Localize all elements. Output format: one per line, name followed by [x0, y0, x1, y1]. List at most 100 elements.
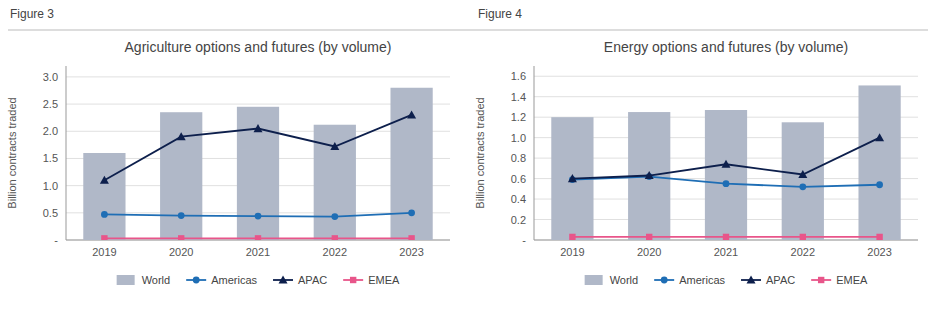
separator — [8, 30, 928, 31]
marker — [332, 235, 338, 240]
legend-swatch — [117, 275, 135, 285]
legend-marker — [818, 277, 824, 283]
marker — [723, 234, 729, 240]
marker — [255, 213, 262, 220]
legend-label: APAC — [766, 274, 795, 286]
marker — [331, 213, 338, 220]
y-tick-label: 1.5 — [43, 152, 58, 164]
y-tick-label: 1.4 — [511, 91, 526, 103]
legend-item: APAC — [273, 274, 327, 286]
bar — [314, 125, 356, 240]
marker — [645, 171, 654, 179]
bar — [83, 153, 125, 240]
grid-line — [534, 76, 918, 77]
line — [572, 177, 879, 187]
chart-root: Figure 3 Agriculture options and futures … — [0, 0, 936, 334]
x-tick-label: 2021 — [246, 246, 270, 258]
marker — [177, 132, 186, 140]
y-tick-label: 2.0 — [43, 125, 58, 137]
legend-label: World — [610, 274, 639, 286]
marker — [178, 212, 185, 219]
legend: World Americas APAC EMEA — [117, 274, 400, 286]
marker — [646, 234, 652, 240]
x-tick-label: 2022 — [791, 246, 815, 258]
y-tick-label: 0.2 — [511, 214, 526, 226]
x-tick-label: 2022 — [323, 246, 347, 258]
line-series — [568, 133, 884, 182]
bar — [237, 107, 279, 240]
line-series — [101, 209, 415, 220]
chart-title: Energy options and futures (by volume) — [604, 39, 848, 55]
y-axis-line — [534, 66, 535, 240]
marker — [101, 211, 108, 218]
chart-title: Agriculture options and futures (by volu… — [125, 39, 392, 55]
y-tick-label: 0.4 — [511, 193, 526, 205]
x-tick-label: 2019 — [560, 246, 584, 258]
line — [104, 115, 411, 180]
legend: World Americas APAC EMEA — [585, 274, 868, 286]
y-tick-label: 0.6 — [511, 173, 526, 185]
x-tick-label: 2020 — [169, 246, 193, 258]
grid-line — [66, 76, 450, 77]
plot-area — [83, 88, 432, 240]
x-tick-label: 2023 — [399, 246, 423, 258]
y-tick-label: 1.0 — [43, 180, 58, 192]
legend-label: EMEA — [836, 274, 868, 286]
marker — [100, 176, 109, 184]
bar-series — [551, 85, 900, 240]
y-tick-label: - — [522, 234, 526, 246]
legend-item: EMEA — [343, 274, 400, 286]
line — [572, 138, 879, 179]
y-tick-label: 1.0 — [511, 132, 526, 144]
page: {"chart_data": [ {"type": "bar", "title"… — [0, 0, 936, 334]
y-axis-label: Billion contracts traded — [474, 97, 486, 208]
marker — [178, 235, 184, 240]
x-tick-label: 2021 — [714, 246, 738, 258]
marker — [876, 234, 882, 240]
y-axis-label: Billion contracts traded — [6, 97, 18, 208]
legend-swatch — [585, 275, 603, 285]
marker — [799, 183, 806, 190]
x-tick-label: 2020 — [637, 246, 661, 258]
bar — [160, 112, 202, 240]
bar — [390, 88, 432, 240]
bar — [705, 110, 747, 240]
legend-item: EMEA — [811, 274, 868, 286]
legend-marker — [661, 277, 668, 284]
marker — [330, 142, 339, 150]
marker — [255, 235, 261, 240]
y-tick-label: 2.5 — [43, 98, 58, 110]
legend-marker — [747, 276, 756, 284]
line-series — [101, 235, 415, 240]
y-tick-label: 1.6 — [511, 70, 526, 82]
legend-marker — [193, 277, 200, 284]
legend-label: World — [142, 274, 171, 286]
marker — [568, 174, 577, 182]
plot-area — [551, 85, 900, 240]
y-tick-label: 0.8 — [511, 152, 526, 164]
bar-series — [83, 88, 432, 240]
legend-label: Americas — [211, 274, 257, 286]
legend-label: EMEA — [368, 274, 400, 286]
legend-item: APAC — [741, 274, 795, 286]
marker — [798, 170, 807, 178]
figure-label: Figure 3 — [10, 7, 54, 21]
figure-label: Figure 4 — [478, 7, 522, 21]
bar — [858, 85, 900, 240]
legend-marker — [350, 277, 356, 283]
y-tick-label: - — [54, 234, 58, 246]
marker — [408, 209, 415, 216]
x-tick-label: 2019 — [92, 246, 116, 258]
background — [0, 0, 936, 334]
marker — [800, 234, 806, 240]
legend-label: APAC — [298, 274, 327, 286]
line-series — [569, 234, 883, 240]
marker — [723, 180, 730, 187]
y-tick-label: 3.0 — [43, 71, 58, 83]
line-series — [100, 110, 416, 183]
legend-label: Americas — [679, 274, 725, 286]
x-tick-label: 2023 — [867, 246, 891, 258]
y-tick-label: 0.5 — [43, 207, 58, 219]
legend-item: Americas — [186, 274, 257, 286]
line-series — [569, 173, 883, 190]
